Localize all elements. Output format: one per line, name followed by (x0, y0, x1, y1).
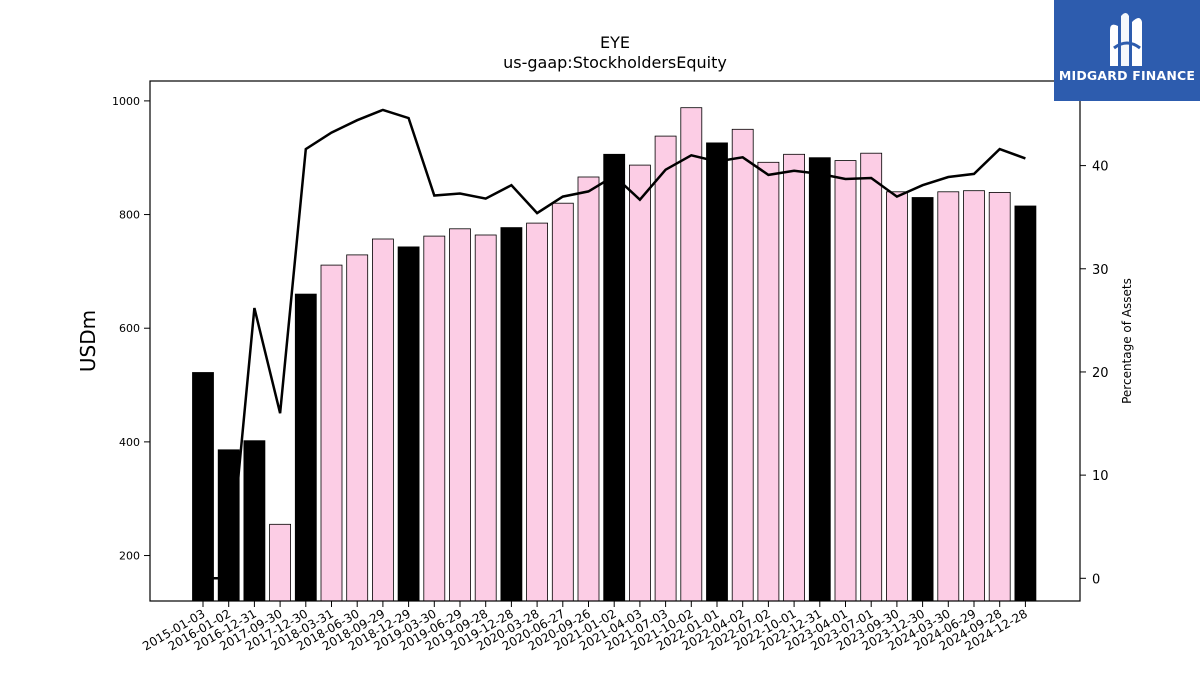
bar-2019-09-28 (474, 234, 497, 602)
bar-2024-03-30 (937, 191, 960, 602)
bar-2022-12-31 (808, 157, 831, 602)
bars-group (192, 107, 1037, 602)
bar-2022-01-01 (706, 142, 728, 602)
bar-2023-09-30 (886, 191, 908, 602)
bar-2024-12-28 (1014, 205, 1037, 602)
bar-2021-07-03 (654, 135, 677, 602)
midgard-finance-logo: MIDGARD FINANCE (1054, 0, 1200, 101)
bar-2024-09-28 (988, 191, 1011, 602)
y2-tick-label: 30 (1092, 263, 1109, 278)
logo-text: MIDGARD FINANCE (1058, 68, 1196, 83)
y2-tick-label: 0 (1092, 572, 1100, 587)
x-axis: 2015-01-032016-01-022016-12-312017-09-30… (140, 601, 1030, 653)
bar-2021-10-02 (680, 107, 703, 602)
bar-2018-06-30 (346, 254, 369, 602)
bar-2024-06-29 (963, 190, 985, 602)
bar-2023-07-01 (860, 152, 883, 602)
y-tick-label: 600 (119, 322, 140, 335)
y2-tick-label: 20 (1092, 366, 1109, 381)
percentage-of-assets-line (203, 108, 1026, 580)
bar-2018-12-29 (397, 246, 420, 602)
y-axis-left: 200 400 600 800 1000 (112, 95, 150, 563)
y-axis-right: 0 10 20 30 40 (1080, 160, 1109, 587)
y-tick-label: 200 (119, 550, 140, 563)
bar-2021-04-03 (629, 164, 651, 602)
bar-2022-10-01 (783, 153, 805, 602)
bar-2020-06-27 (551, 202, 574, 602)
bar-2019-06-29 (449, 228, 471, 602)
plot-frame (149, 80, 1081, 602)
bar-2017-12-30 (294, 293, 317, 602)
bar-2018-09-29 (371, 238, 394, 602)
bar-2017-09-30 (269, 523, 292, 602)
bar-2022-07-02 (757, 161, 780, 602)
y2-tick-label: 40 (1092, 160, 1109, 175)
y-tick-label: 800 (119, 209, 140, 222)
bar-2020-03-28 (526, 222, 548, 602)
bar-2016-12-31 (243, 440, 266, 602)
y-tick-label: 400 (119, 436, 140, 449)
bar-2020-09-26 (577, 176, 600, 602)
y-axis-label: USDm (76, 310, 100, 372)
y2-tick-label: 10 (1092, 469, 1109, 484)
bar-2019-03-30 (423, 235, 446, 602)
y-tick-label: 1000 (112, 95, 140, 108)
bar-2021-01-02 (603, 153, 626, 602)
bar-2023-04-01 (834, 160, 857, 602)
chart-title: EYE (600, 33, 630, 52)
bar-2019-12-28 (500, 227, 523, 602)
bar-2018-03-31 (320, 264, 343, 602)
bar-2015-01-03 (192, 372, 214, 602)
chart-subtitle: us-gaap:StockholdersEquity (503, 53, 727, 72)
bar-2023-12-30 (911, 197, 934, 602)
bar-2022-04-02 (731, 128, 754, 602)
y2-axis-label: Percentage of Assets (1120, 278, 1134, 404)
midgard-logo-icon (1110, 13, 1142, 67)
